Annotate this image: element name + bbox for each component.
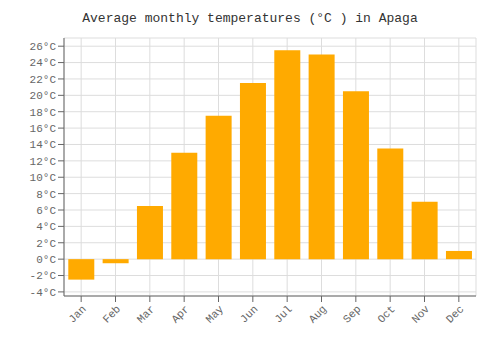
svg-text:12°C: 12°C <box>30 156 57 168</box>
svg-text:0°C: 0°C <box>36 254 56 266</box>
svg-text:2°C: 2°C <box>36 238 56 250</box>
svg-text:-4°C: -4°C <box>30 287 57 299</box>
svg-text:Jun: Jun <box>238 303 260 325</box>
svg-text:20°C: 20°C <box>30 90 57 102</box>
svg-text:Nov: Nov <box>410 303 433 326</box>
svg-text:14°C: 14°C <box>30 139 57 151</box>
svg-text:Apr: Apr <box>169 303 191 325</box>
svg-text:24°C: 24°C <box>30 57 57 69</box>
svg-text:18°C: 18°C <box>30 107 57 119</box>
svg-text:May: May <box>204 303 227 326</box>
svg-text:6°C: 6°C <box>36 205 56 217</box>
svg-text:Aug: Aug <box>307 303 329 325</box>
svg-text:4°C: 4°C <box>36 221 56 233</box>
svg-text:16°C: 16°C <box>30 123 57 135</box>
svg-text:26°C: 26°C <box>30 41 57 53</box>
svg-text:Jan: Jan <box>66 303 88 325</box>
svg-text:Jul: Jul <box>272 303 294 325</box>
html-text:Average monthly temperatures (: Average monthly temperatures (°C ) in Ap… <box>82 11 418 26</box>
svg-text:8°C: 8°C <box>36 189 56 201</box>
svg-text:Oct: Oct <box>375 303 397 325</box>
svg-text:10°C: 10°C <box>30 172 57 184</box>
svg-text:-2°C: -2°C <box>30 270 57 282</box>
svg-text:Feb: Feb <box>101 303 123 325</box>
svg-text:Sep: Sep <box>341 303 363 325</box>
svg-text:Dec: Dec <box>444 303 466 325</box>
svg-text:Mar: Mar <box>135 303 157 325</box>
svg-text:22°C: 22°C <box>30 74 57 86</box>
